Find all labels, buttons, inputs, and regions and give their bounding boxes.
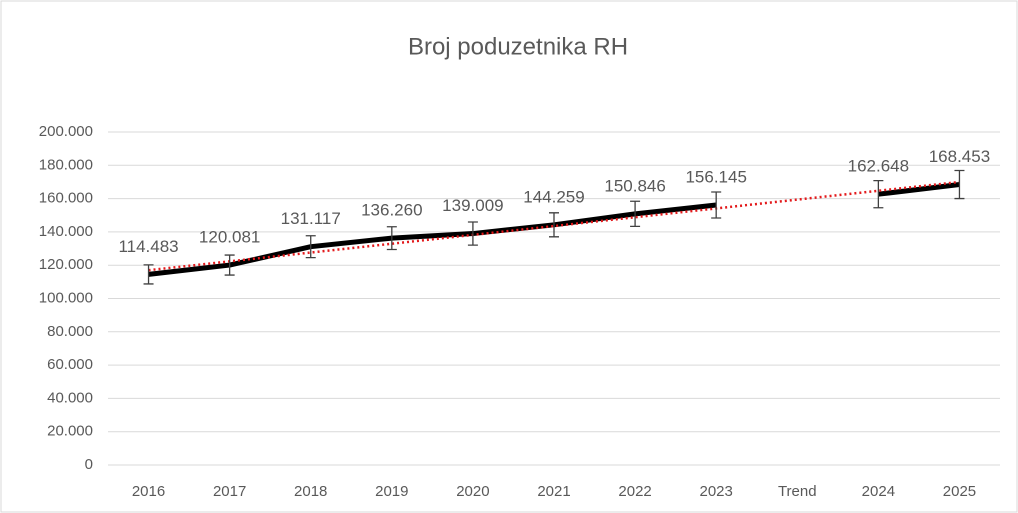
x-tick-label: 2021 [537,483,570,500]
x-tick-label: 2019 [375,483,408,500]
x-tick-label: 2020 [456,483,489,500]
y-tick-label: 80.000 [47,323,93,340]
data-label: 131.117 [281,209,341,228]
data-label: 139.009 [442,196,503,215]
error-bar [386,226,397,251]
data-label: 136.260 [361,201,422,220]
data-label: 156.145 [685,168,746,187]
x-tick-label: 2018 [294,483,327,500]
y-tick-label: 0 [85,456,93,473]
data-line [148,182,960,277]
y-tick-label: 140.000 [39,223,93,240]
error-bar [549,212,559,238]
x-tick-label: 2025 [943,483,976,500]
data-label: 120.081 [199,228,260,247]
error-bar [873,180,884,209]
x-tick-label: 2024 [862,483,895,500]
error-bar [305,235,316,259]
error-bar [224,254,235,276]
data-label: 162.648 [848,157,909,176]
x-tick-label: 2016 [132,483,165,500]
x-tick-label: Trend [778,483,817,500]
y-tick-label: 100.000 [39,289,93,306]
y-tick-label: 60.000 [47,356,93,373]
y-tick-label: 120.000 [39,256,93,273]
x-tick-label: 2023 [699,483,732,500]
error-bar [143,264,154,285]
error-bar [630,200,641,228]
chart-title: Broj poduzetnika RH [408,33,628,60]
x-tick-label: 2022 [618,483,651,500]
data-label: 168.453 [929,147,990,166]
data-label: 114.483 [118,237,178,256]
x-tick-label: 2017 [213,483,246,500]
error-bar [954,169,965,200]
trend-line [148,180,960,272]
y-tick-label: 180.000 [39,156,93,173]
y-tick-label: 40.000 [47,389,93,406]
y-tick-label: 20.000 [47,423,93,440]
error-bar [711,191,722,219]
error-bar [467,221,478,246]
data-label: 150.846 [604,176,665,195]
data-label: 144.259 [523,187,584,206]
y-tick-label: 200.000 [39,123,93,140]
y-tick-label: 160.000 [39,190,93,207]
